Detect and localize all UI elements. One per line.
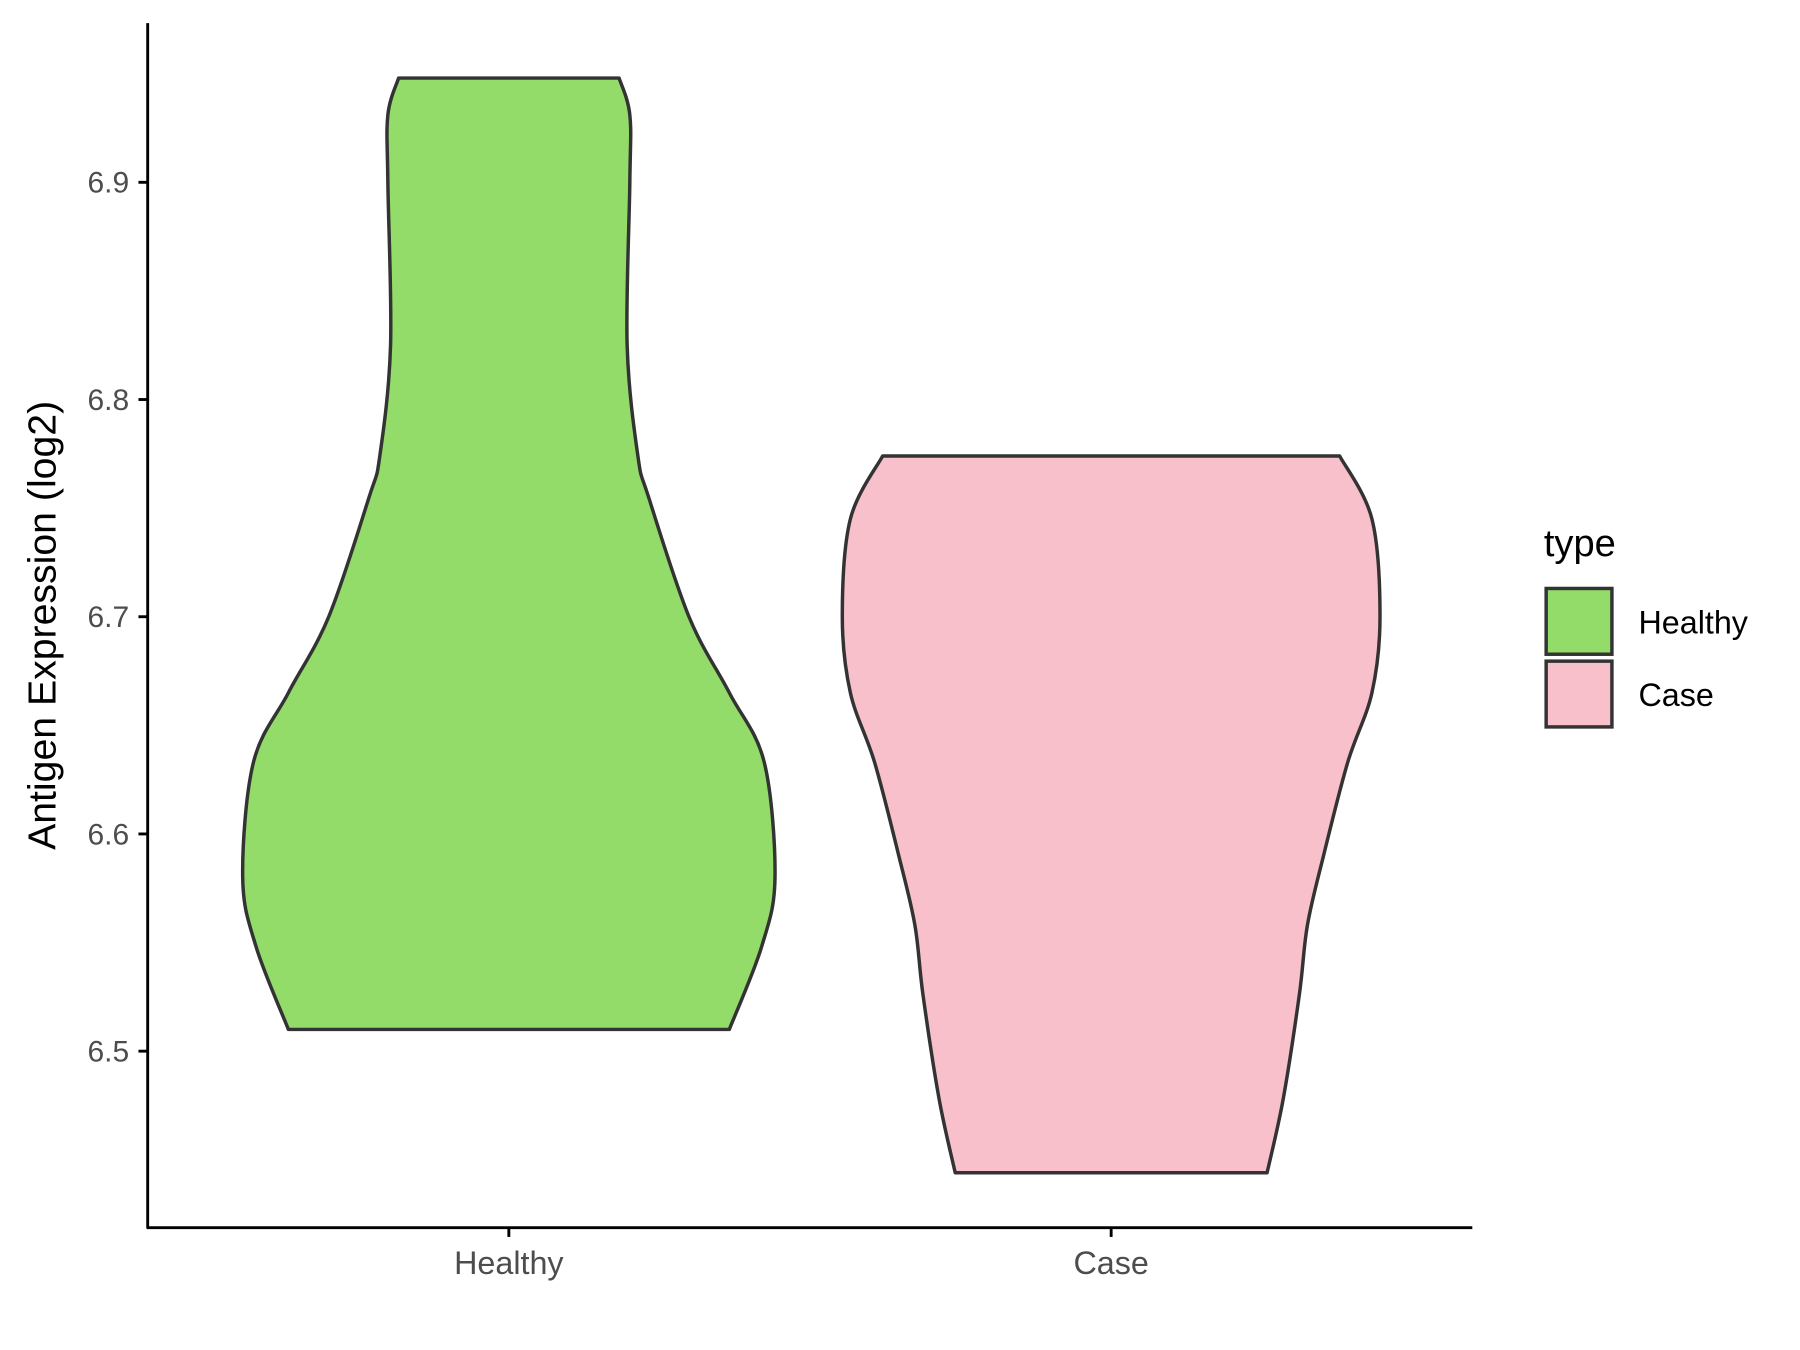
y-tick-label: 6.9 [88, 167, 130, 200]
legend-label: Healthy [1638, 604, 1748, 640]
violins [240, 76, 1382, 1175]
legend-swatch-healthy [1544, 586, 1614, 656]
y-tick-label: 6.5 [88, 1036, 130, 1069]
x-tick-label: Case [1073, 1245, 1148, 1281]
y-tick-label: 6.7 [88, 601, 130, 634]
y-tick-label: 6.8 [88, 384, 130, 417]
y-tick-label: 6.6 [88, 818, 130, 851]
y-axis-label: Antigen Expression (log2) [20, 401, 64, 850]
legend-label: Case [1638, 677, 1713, 713]
violin-case [840, 454, 1382, 1175]
legend: type Healthy Case [1544, 523, 1749, 729]
legend-title: type [1544, 523, 1616, 565]
x-ticks: Healthy Case [454, 1227, 1149, 1281]
legend-swatch-case [1544, 659, 1614, 729]
violin-healthy [240, 76, 777, 1032]
y-ticks: 6.5 6.6 6.7 6.8 6.9 [88, 167, 148, 1069]
x-tick-label: Healthy [454, 1245, 564, 1281]
